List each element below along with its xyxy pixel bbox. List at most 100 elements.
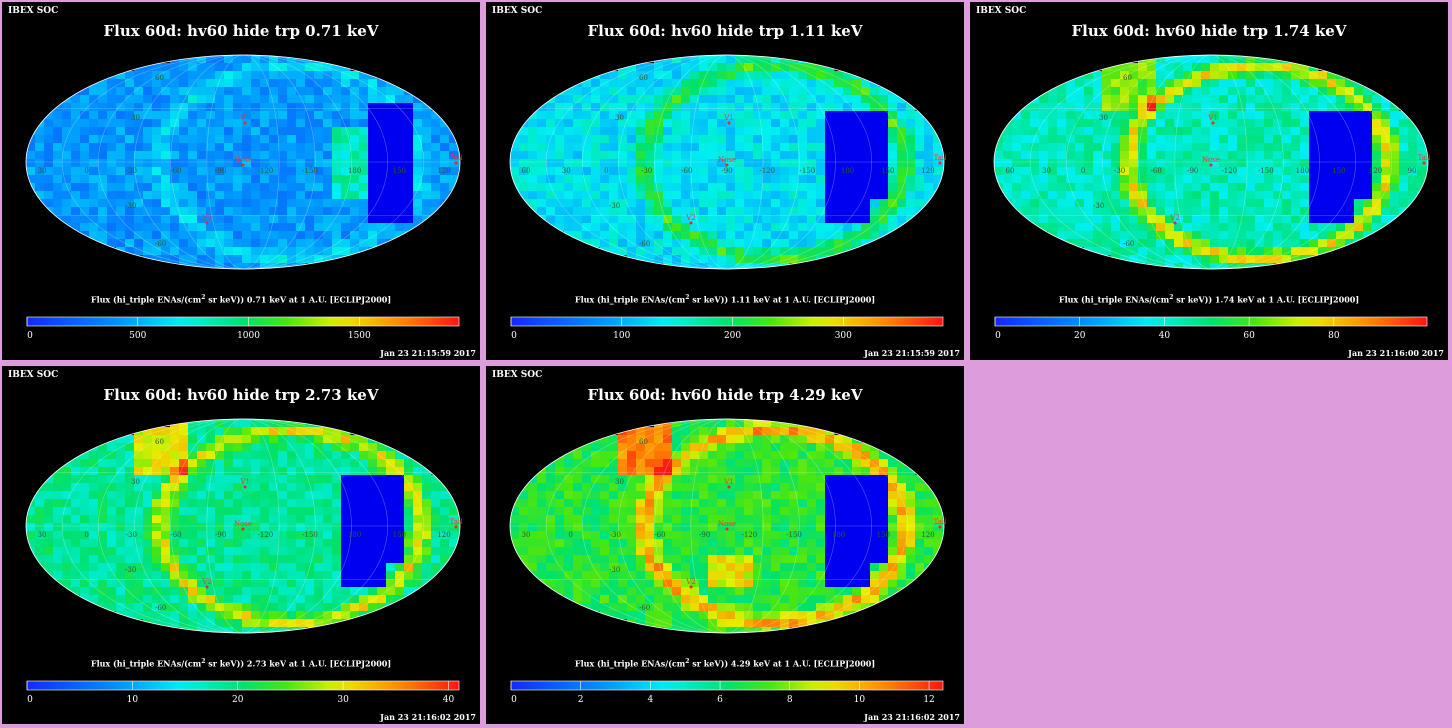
flux-cell [233,55,243,64]
flux-cell [1318,159,1328,168]
flux-cell [62,175,72,184]
v2-marker [689,221,693,225]
lat-label: 60 [155,438,164,446]
flux-cell [278,595,288,604]
flux-cell [924,183,934,192]
flux-cell [924,199,934,208]
flux-cell [1345,231,1355,240]
flux-cell [735,239,745,248]
flux-cell [332,435,342,444]
flux-cell [125,159,135,168]
flux-cell [879,459,889,468]
flux-cell [332,143,342,152]
flux-cell [269,159,279,168]
flux-cell [1165,199,1175,208]
flux-cell [1219,55,1229,64]
flux-cell [1309,95,1319,104]
flux-cell [62,539,72,548]
flux-cell [368,151,378,160]
tail-marker-label: Tail [1418,154,1432,162]
flux-cell [1246,143,1256,152]
flux-cell [735,247,745,256]
flux-cell [215,247,225,256]
flux-cell [152,87,162,96]
flux-cell [582,507,592,516]
flux-cell [233,231,243,240]
flux-cell [116,231,126,240]
flux-cell [798,79,808,88]
flux-cell [870,183,880,192]
flux-cell [726,231,736,240]
flux-cell [861,491,871,500]
flux-cell [1273,151,1283,160]
flux-cell [26,127,36,136]
flux-cell [672,223,682,232]
flux-cell [1354,231,1364,240]
flux-cell [1291,159,1301,168]
flux-cell [762,63,772,72]
flux-cell [789,191,799,200]
flux-cell [377,603,387,612]
flux-cell [449,143,459,152]
flux-cell [636,475,646,484]
flux-cell [1066,191,1076,200]
flux-cell [260,103,270,112]
flux-cell [1372,199,1382,208]
flux-cell [636,523,646,532]
flux-cell [1336,167,1346,176]
flux-cell [1354,127,1364,136]
flux-cell [1282,215,1292,224]
flux-cell [1372,183,1382,192]
flux-cell [296,451,306,460]
flux-cell [1075,79,1085,88]
flux-cell [564,191,574,200]
flux-cell [350,103,360,112]
flux-cell [654,491,664,500]
flux-cell [152,483,162,492]
flux-cell [744,215,754,224]
flux-cell [1156,87,1166,96]
flux-cell [816,63,826,72]
flux-cell [116,87,126,96]
flux-cell [1111,103,1121,112]
flux-cell [116,451,126,460]
flux-cell [170,595,180,604]
flux-cell [636,459,646,468]
flux-cell [134,143,144,152]
flux-cell [528,515,538,524]
flux-cell [1201,103,1211,112]
flux-cell [600,111,610,120]
flux-cell [807,143,817,152]
flux-cell [609,183,619,192]
flux-cell [62,151,72,160]
flux-cell [1192,215,1202,224]
flux-cell [780,135,790,144]
lat-label: 30 [131,114,140,122]
flux-cell [735,255,745,264]
flux-cell [555,515,565,524]
flux-cell [744,459,754,468]
flux-cell [242,611,252,620]
flux-cell [323,555,333,564]
flux-cell [771,159,781,168]
flux-cell [359,199,369,208]
flux-cell [188,467,198,476]
flux-cell [206,531,216,540]
flux-cell [609,523,619,532]
flux-cell [825,239,835,248]
flux-cell [368,119,378,128]
flux-cell [422,571,432,580]
flux-cell [368,475,378,484]
flux-cell [1318,79,1328,88]
flux-cell [134,79,144,88]
flux-cell [1417,191,1427,200]
flux-cell [44,199,54,208]
flux-cell [341,111,351,120]
flux-cell [1111,167,1121,176]
flux-cell [636,215,646,224]
flux-cell [287,555,297,564]
flux-cell [1075,183,1085,192]
flux-cell [170,255,180,264]
flux-cell [215,603,225,612]
flux-cell [771,119,781,128]
